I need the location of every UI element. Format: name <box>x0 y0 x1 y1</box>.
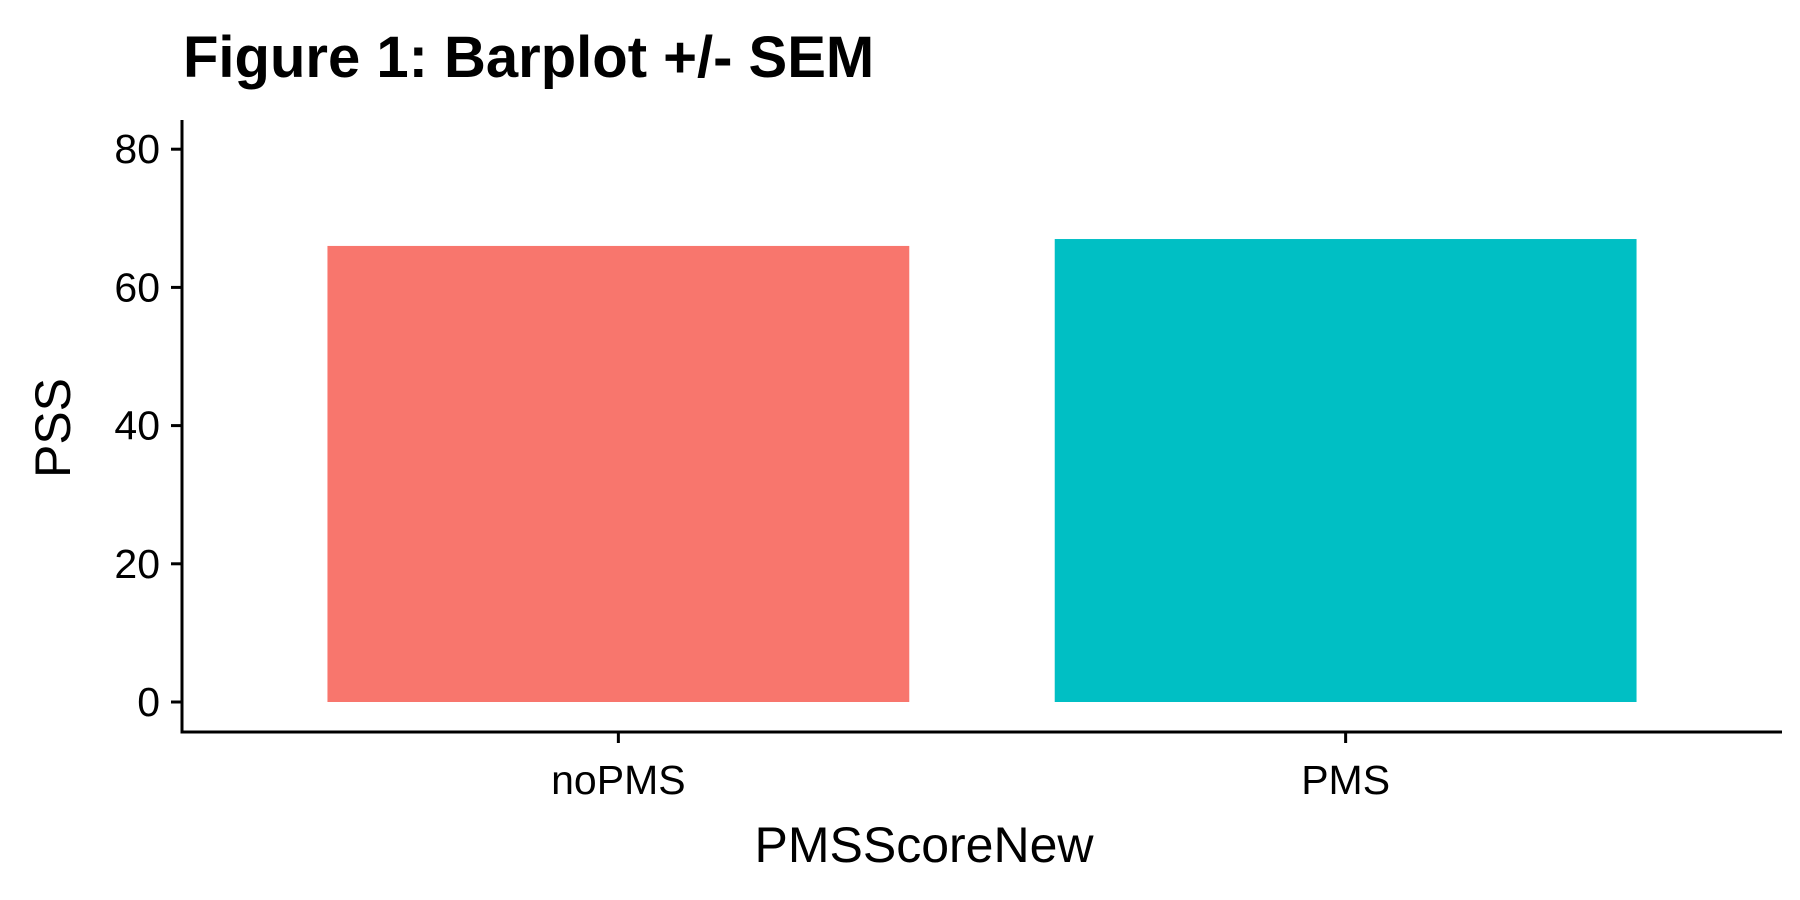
bars-layer <box>327 239 1637 702</box>
y-tick-label: 0 <box>137 679 160 725</box>
bar-nopms <box>327 245 910 702</box>
x-axis-title: PMSScoreNew <box>755 817 1095 873</box>
y-tick-label: 40 <box>114 403 160 449</box>
x-tick-label: PMS <box>1301 757 1390 803</box>
x-axis-ticks: noPMS PMS <box>551 732 1390 803</box>
y-axis-ticks: 0 20 40 60 80 <box>114 126 182 725</box>
y-axis-title: PSS <box>25 378 81 478</box>
y-tick-label: 80 <box>114 126 160 172</box>
chart-title: Figure 1: Barplot +/- SEM <box>183 25 874 90</box>
x-tick-label: noPMS <box>551 757 685 803</box>
y-tick-label: 20 <box>114 541 160 587</box>
bar-pms <box>1054 239 1637 702</box>
y-tick-label: 60 <box>114 264 160 310</box>
